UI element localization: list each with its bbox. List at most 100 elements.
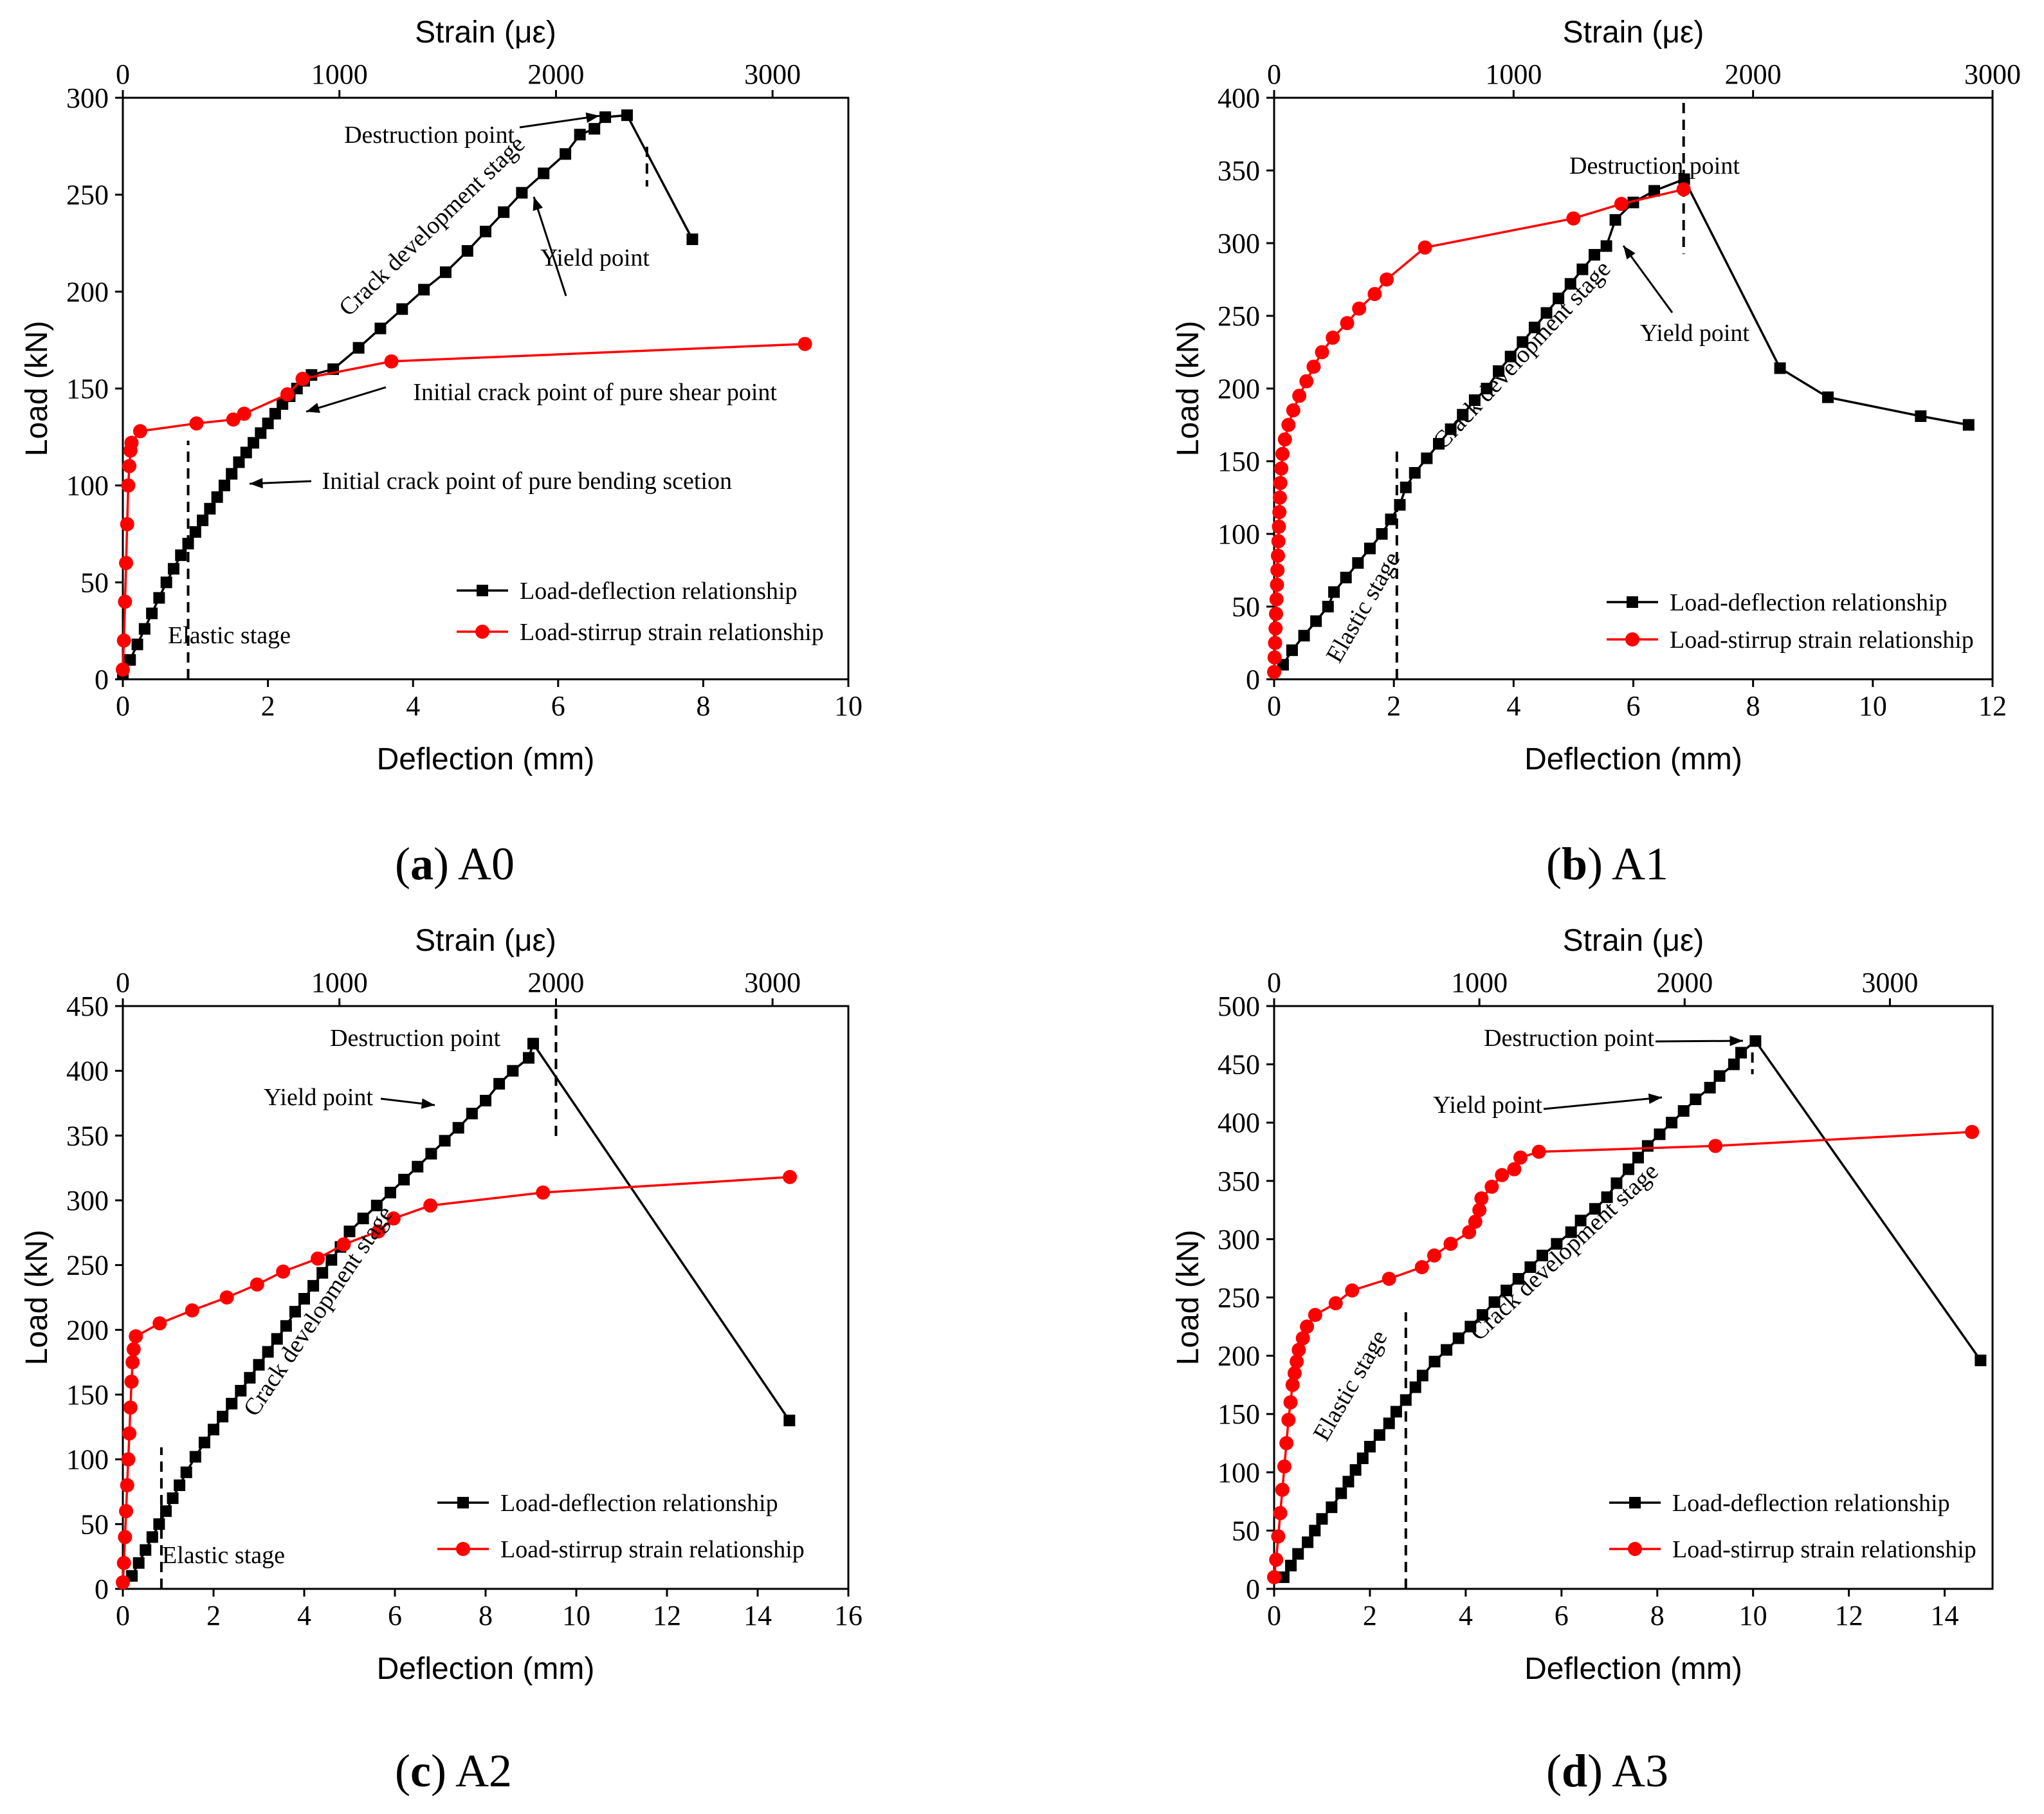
data-point xyxy=(311,1251,325,1266)
data-point xyxy=(1342,1476,1355,1488)
x-tick-label: 6 xyxy=(1555,1600,1569,1631)
x2-axis-label: Strain (με) xyxy=(415,15,556,50)
annotation: Destruction point xyxy=(330,1025,500,1052)
data-point xyxy=(1632,1151,1644,1164)
y-tick-label: 450 xyxy=(1218,1049,1260,1081)
data-point xyxy=(1275,1482,1290,1497)
series-line-load-stirrup-strain xyxy=(1273,188,1684,672)
data-point xyxy=(1272,505,1287,520)
data-point xyxy=(226,468,238,480)
data-point xyxy=(146,1531,158,1543)
data-point xyxy=(1273,475,1288,490)
data-point xyxy=(126,1570,138,1582)
x2-tick-label: 2000 xyxy=(1656,967,1713,998)
data-point xyxy=(1452,1332,1465,1344)
y-tick-label: 100 xyxy=(1218,518,1260,550)
annotation: Destruction point xyxy=(344,122,515,149)
data-point xyxy=(1281,1413,1296,1427)
x2-axis-label: Strain (με) xyxy=(415,924,556,958)
data-point xyxy=(1513,1150,1528,1165)
data-point xyxy=(1462,1225,1477,1240)
data-point xyxy=(1352,301,1367,316)
legend-label: Load-deflection relationship xyxy=(500,1490,778,1517)
x-tick-label: 0 xyxy=(116,1600,130,1631)
x-tick-label: 12 xyxy=(1835,1600,1863,1631)
data-point xyxy=(175,549,187,562)
data-point xyxy=(189,1451,201,1463)
x-axis-label: Deflection (mm) xyxy=(377,742,595,776)
annotation: Crack development stage xyxy=(334,131,530,322)
data-point xyxy=(1292,1548,1304,1560)
data-point xyxy=(1308,1308,1322,1323)
data-point xyxy=(1356,1452,1369,1465)
annotation: Destruction point xyxy=(1484,1025,1654,1052)
data-point xyxy=(1414,1260,1429,1274)
data-point xyxy=(226,412,241,427)
y-tick-label: 300 xyxy=(1218,228,1260,259)
x-tick-label: 6 xyxy=(388,1600,402,1631)
data-point xyxy=(1749,1035,1762,1047)
data-point xyxy=(1666,1117,1678,1129)
data-point xyxy=(686,233,698,245)
data-point xyxy=(180,1466,192,1478)
x2-tick-label: 1000 xyxy=(1451,967,1508,998)
data-point xyxy=(118,594,132,609)
y-tick-label: 150 xyxy=(1218,446,1260,477)
annotation: Yield point xyxy=(1640,320,1749,347)
data-point xyxy=(1528,322,1540,334)
data-point xyxy=(1310,615,1322,627)
y-tick-label: 400 xyxy=(66,1056,109,1087)
data-point xyxy=(589,123,601,135)
data-point xyxy=(1524,1261,1537,1273)
data-point xyxy=(240,446,252,459)
x-tick-label: 4 xyxy=(297,1600,311,1631)
data-point xyxy=(1564,278,1576,290)
series-line-load-stirrup-strain xyxy=(122,1176,790,1582)
data-point xyxy=(1385,513,1397,526)
legend-label: Load-stirrup strain relationship xyxy=(1672,1536,1976,1563)
data-point xyxy=(1421,452,1433,464)
data-point xyxy=(461,245,473,257)
y-tick-label: 200 xyxy=(66,1314,109,1346)
y-tick-label: 500 xyxy=(1218,991,1260,1022)
data-point xyxy=(1309,1525,1321,1537)
y-tick-label: 200 xyxy=(1218,373,1260,405)
data-point xyxy=(160,1505,172,1517)
data-point xyxy=(295,371,310,386)
data-point xyxy=(298,1293,310,1305)
data-point xyxy=(138,623,151,635)
data-point xyxy=(574,129,586,141)
data-point xyxy=(1267,1570,1281,1584)
arrow-head xyxy=(250,477,263,489)
data-point xyxy=(1484,1179,1499,1194)
data-point xyxy=(1373,1429,1385,1441)
data-point xyxy=(1465,1321,1477,1333)
data-point xyxy=(425,1148,437,1160)
data-point xyxy=(1553,292,1565,304)
data-point xyxy=(1677,1105,1690,1117)
legend-label: Load-deflection relationship xyxy=(520,578,798,605)
data-point xyxy=(374,322,387,334)
y-tick-label: 0 xyxy=(1246,664,1260,695)
data-point xyxy=(219,1290,234,1305)
x-tick-label: 0 xyxy=(1267,1600,1281,1631)
x-tick-label: 14 xyxy=(1931,1600,1959,1631)
data-point xyxy=(1379,272,1394,287)
data-point xyxy=(1713,1070,1726,1082)
legend-marker xyxy=(456,1542,470,1556)
data-point xyxy=(237,407,251,421)
legend-marker xyxy=(477,585,488,596)
x2-tick-label: 3000 xyxy=(744,59,801,90)
arrow-head xyxy=(533,197,543,211)
y-tick-label: 250 xyxy=(66,179,109,211)
data-point xyxy=(1623,1163,1635,1175)
data-point xyxy=(153,592,165,604)
x2-tick-label: 0 xyxy=(1267,59,1281,90)
data-point xyxy=(122,459,137,473)
x2-tick-label: 1000 xyxy=(1485,59,1542,90)
data-point xyxy=(783,1415,796,1427)
data-point xyxy=(466,1108,478,1120)
caption-d: (d) A3 xyxy=(1546,1745,1669,1797)
y-tick-label: 200 xyxy=(1218,1341,1260,1372)
data-point xyxy=(1400,1394,1412,1406)
